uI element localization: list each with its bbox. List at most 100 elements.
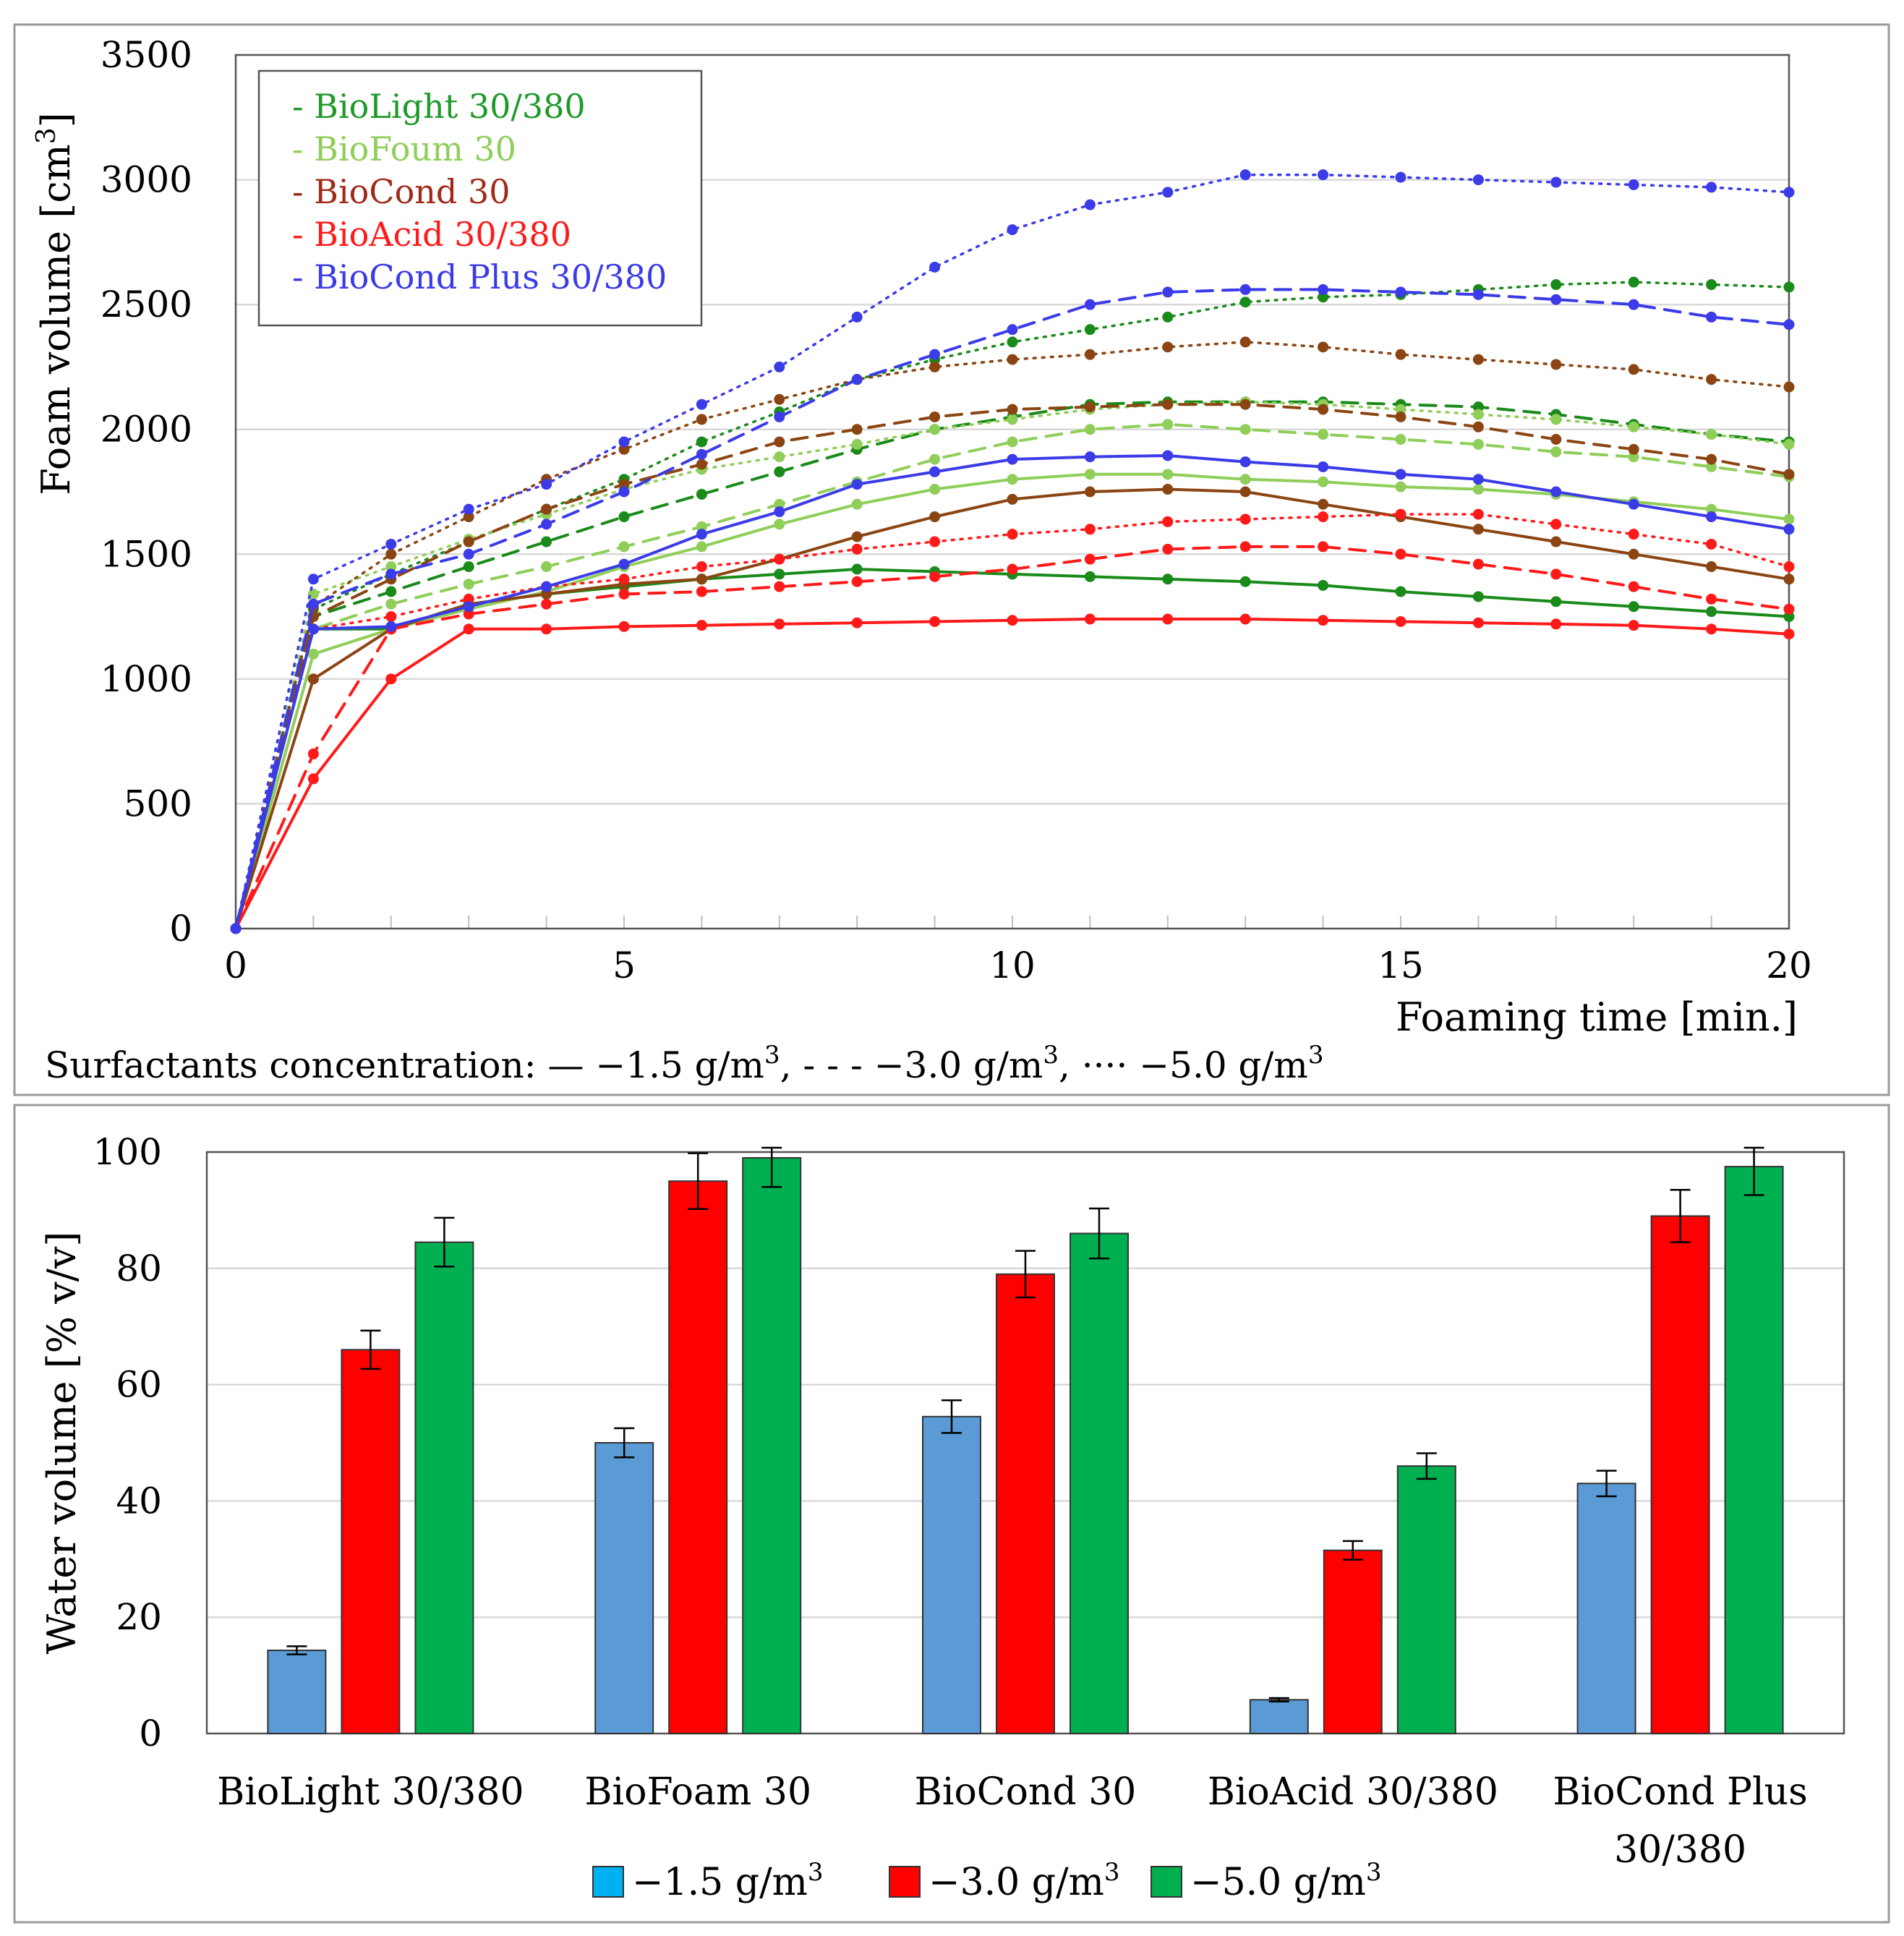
data-point xyxy=(1706,561,1717,573)
data-point xyxy=(1706,511,1717,523)
bar-chart-category-label: BioCond 30 xyxy=(915,1770,1137,1814)
data-point xyxy=(541,536,552,547)
data-point xyxy=(696,488,707,500)
line-chart-y-axis-title-sup: 3 xyxy=(32,127,61,144)
bar-chart-y-tick-label: 0 xyxy=(139,1713,162,1754)
bar-legend-swatch xyxy=(889,1866,921,1898)
data-point xyxy=(696,620,707,631)
data-point xyxy=(1783,319,1795,331)
data-point xyxy=(774,436,785,448)
data-point xyxy=(1472,558,1484,570)
data-point xyxy=(385,568,397,580)
data-point xyxy=(1472,484,1484,495)
data-point xyxy=(851,563,863,575)
line-series-7 xyxy=(230,398,1795,934)
data-point xyxy=(1472,354,1484,365)
data-point xyxy=(1395,469,1406,480)
data-point xyxy=(618,621,630,632)
data-point xyxy=(1318,404,1329,415)
data-point xyxy=(1628,421,1639,432)
data-point xyxy=(1706,182,1717,193)
data-point xyxy=(1628,179,1639,190)
data-point xyxy=(1007,336,1018,348)
data-point xyxy=(463,601,474,613)
data-point xyxy=(1550,359,1562,370)
data-point xyxy=(1007,493,1018,505)
bar-chart-y-tick-label: 100 xyxy=(93,1131,162,1173)
data-point xyxy=(463,548,474,560)
series-line xyxy=(234,341,1790,930)
bar-chart-category-label: BioLight 30/380 xyxy=(217,1770,524,1814)
data-point xyxy=(1472,524,1484,535)
data-point xyxy=(1162,516,1174,527)
data-point xyxy=(385,611,397,623)
data-point xyxy=(1706,279,1717,291)
data-point xyxy=(1007,563,1018,575)
data-point xyxy=(1162,286,1174,298)
data-point xyxy=(1783,281,1795,293)
data-point xyxy=(1783,469,1795,480)
bar-chart-panel-frame xyxy=(13,1104,1890,1924)
data-point xyxy=(541,479,552,490)
bar xyxy=(668,1180,728,1734)
data-point xyxy=(385,538,397,550)
bar-chart-category-label: BioFoam 30 xyxy=(584,1770,811,1814)
data-point xyxy=(929,511,941,523)
bar-legend-label: −3.0 g/m3 xyxy=(928,1858,1120,1904)
data-point xyxy=(463,561,474,573)
bar xyxy=(1323,1549,1383,1734)
bar-chart-y-axis-title: Water volume [% v/v] xyxy=(39,1232,85,1655)
bar xyxy=(1650,1215,1710,1734)
data-point xyxy=(1239,456,1251,468)
data-point xyxy=(1239,613,1251,625)
data-point xyxy=(618,589,630,600)
data-point xyxy=(1239,297,1251,308)
bar-chart-category-labels: BioLight 30/380 BioFoam 30 BioCond 30 BioAc… xyxy=(217,1770,1808,1872)
bar-chart-y-tick-label: 20 xyxy=(116,1596,162,1638)
data-point xyxy=(1395,411,1406,422)
bar-chart-y-tick-label: 60 xyxy=(116,1364,162,1406)
data-point xyxy=(385,586,397,597)
bar-chart-category-label: 30/380 xyxy=(1614,1828,1746,1872)
bar xyxy=(1070,1232,1129,1735)
data-point xyxy=(1318,461,1329,472)
data-point xyxy=(1162,469,1174,480)
data-point xyxy=(1007,414,1018,425)
data-point xyxy=(851,438,863,450)
data-point xyxy=(1783,187,1795,198)
bar xyxy=(1576,1483,1636,1735)
series-line xyxy=(234,618,1790,930)
data-point xyxy=(618,558,630,570)
data-point xyxy=(1395,286,1406,298)
line-chart-x-tick-label: 0 xyxy=(224,944,247,986)
data-point xyxy=(1162,311,1174,323)
data-point xyxy=(618,541,630,553)
data-point xyxy=(774,451,785,463)
data-point xyxy=(1084,469,1096,480)
data-point xyxy=(1628,548,1639,560)
data-point xyxy=(696,414,707,425)
data-point xyxy=(463,536,474,547)
data-point xyxy=(1706,606,1717,618)
data-point xyxy=(1628,620,1639,631)
data-point xyxy=(851,374,863,385)
data-point xyxy=(1318,169,1329,181)
data-point xyxy=(1472,508,1484,520)
data-point xyxy=(851,531,863,542)
legend-entry: - BioCond Plus 30/380 xyxy=(292,257,667,297)
data-point xyxy=(618,486,630,498)
data-point xyxy=(929,484,941,495)
line-chart-y-tick-label: 3000 xyxy=(101,159,192,201)
bar xyxy=(996,1273,1055,1734)
data-point xyxy=(1084,324,1096,336)
data-point xyxy=(1084,349,1096,360)
data-point xyxy=(307,573,319,585)
data-point xyxy=(696,398,707,410)
data-point xyxy=(1706,374,1717,385)
line-series-11 xyxy=(230,508,1795,934)
legend-entry: - BioLight 30/380 xyxy=(292,87,586,126)
data-point xyxy=(1395,349,1406,360)
concentration-note: Surfactants concentration: — −1.5 g/m3, … xyxy=(45,1041,1323,1086)
data-point xyxy=(1472,401,1484,413)
